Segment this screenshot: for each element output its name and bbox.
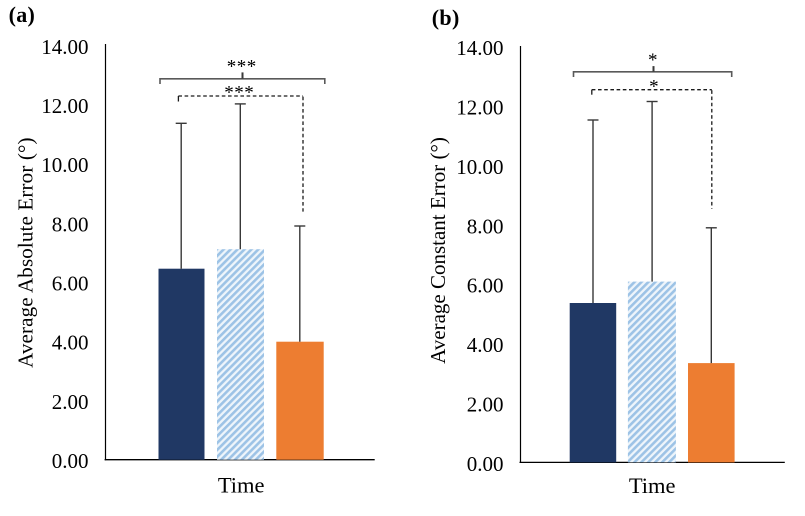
svg-text:Time: Time bbox=[218, 472, 265, 497]
svg-text:Average Absolute Error (°): Average Absolute Error (°) bbox=[13, 137, 37, 368]
svg-text:14.00: 14.00 bbox=[41, 35, 88, 59]
svg-text:(b): (b) bbox=[432, 5, 460, 30]
svg-text:***: *** bbox=[224, 83, 254, 104]
svg-text:2.00: 2.00 bbox=[467, 393, 504, 417]
svg-text:(a): (a) bbox=[9, 2, 36, 27]
svg-text:***: *** bbox=[227, 56, 257, 77]
svg-text:12.00: 12.00 bbox=[456, 95, 503, 119]
svg-text:Time: Time bbox=[629, 473, 676, 498]
svg-text:0.00: 0.00 bbox=[52, 449, 89, 473]
svg-text:12.00: 12.00 bbox=[41, 94, 88, 118]
svg-text:*: * bbox=[648, 50, 658, 71]
svg-text:0.00: 0.00 bbox=[467, 452, 504, 476]
svg-text:6.00: 6.00 bbox=[52, 272, 89, 296]
svg-text:4.00: 4.00 bbox=[52, 331, 89, 355]
svg-text:14.00: 14.00 bbox=[456, 36, 503, 60]
svg-text:Average Constant Error (°): Average Constant Error (°) bbox=[426, 137, 450, 364]
svg-text:8.00: 8.00 bbox=[52, 212, 89, 236]
svg-text:10.00: 10.00 bbox=[41, 153, 88, 177]
svg-text:8.00: 8.00 bbox=[467, 214, 504, 238]
svg-text:10.00: 10.00 bbox=[456, 155, 503, 179]
svg-text:4.00: 4.00 bbox=[467, 333, 504, 357]
svg-text:2.00: 2.00 bbox=[52, 390, 89, 414]
svg-text:*: * bbox=[649, 77, 659, 98]
svg-text:6.00: 6.00 bbox=[467, 274, 504, 298]
